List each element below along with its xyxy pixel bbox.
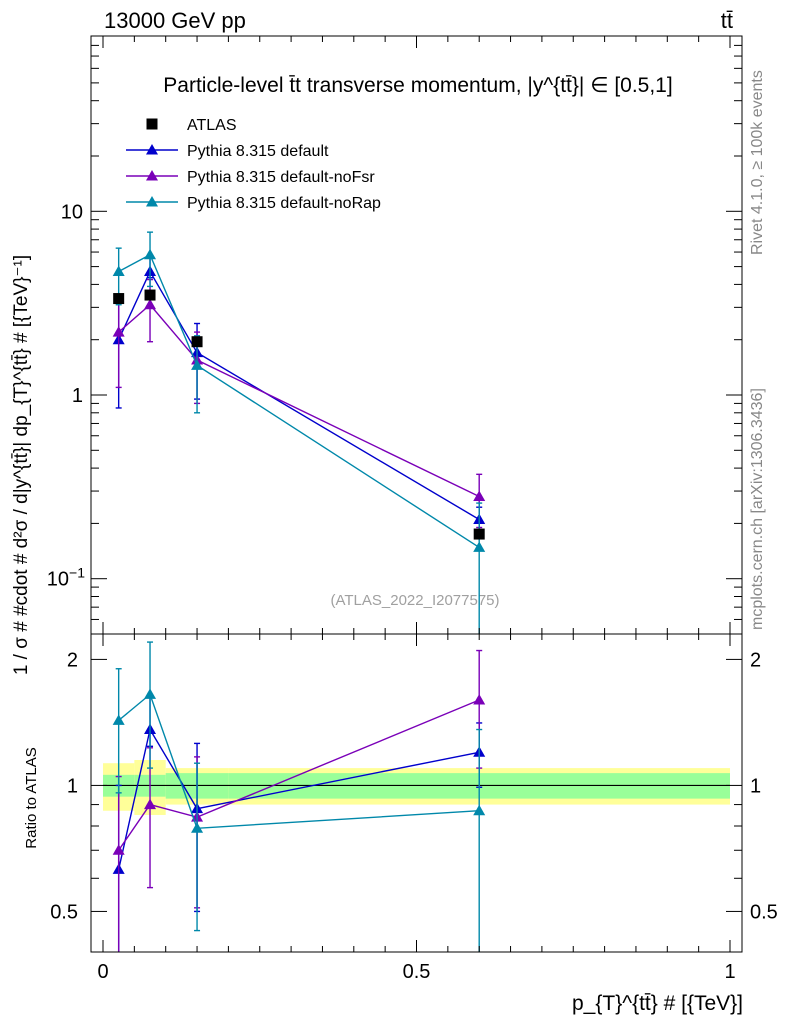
header-left: 13000 GeV pp (104, 8, 246, 33)
x-tick-label: 1 (724, 961, 735, 983)
legend-label-3: Pythia 8.315 default-noRap (187, 195, 381, 212)
ratio-y-tick-label-left: 2 (67, 649, 78, 671)
series-2-point (112, 326, 125, 337)
ratio-y-tick-label-right: 2 (750, 649, 761, 671)
ratio-y-axis-label: Ratio to ATLAS (23, 747, 40, 848)
rivet-label: Rivet 4.1.0, ≥ 100k events (749, 70, 766, 255)
ratio-y-tick-label-left: 0.5 (50, 901, 78, 923)
y-tick-label: 10−1 (47, 565, 85, 591)
header-right: tt̄ (721, 8, 733, 33)
series-1-line (118, 270, 480, 521)
x-axis-label: p_{T}^{tt̄} # [{TeV}] (572, 992, 743, 1015)
series-3-point (112, 265, 125, 277)
series-3-line (118, 253, 480, 549)
series-3-ratio-point (191, 822, 204, 833)
legend: ATLAS Pythia 8.315 default Pythia 8.315 de… (126, 117, 381, 212)
series-2-ratio-point (473, 693, 486, 705)
main-panel: Particle-level t̄t transverse momentum, … (47, 35, 743, 635)
atlas-data-point (473, 528, 485, 540)
series-2-point (144, 298, 157, 310)
series-3-ratio-line (118, 693, 480, 830)
x-tick-label: 0.5 (403, 961, 431, 983)
series-1-ratio-line (117, 727, 480, 870)
y-tick-label: 1 (72, 385, 83, 407)
series-2-line (118, 303, 480, 498)
series-3-ratio-point (473, 804, 486, 816)
watermark: (ATLAS_2022_I2077575) (330, 592, 499, 609)
series-2-ratio-point (144, 798, 157, 810)
series-3-point (144, 248, 157, 260)
ratio-y-tick-label-right: 1 (750, 775, 761, 797)
atlas-data-point (113, 293, 125, 305)
legend-marker-atlas (146, 118, 158, 130)
series-2-point (473, 490, 486, 502)
ratio-panel: 0 0.5 1 0.5 0.5 1 1 2 2 (50, 633, 778, 983)
chart-title: Particle-level t̄t transverse momentum, … (163, 74, 672, 97)
x-tick-label: 0 (97, 961, 108, 983)
y-axis-label: 1 / σ # #cdot # d²σ / d|y^{tt̄}| dp_{T}^… (11, 255, 32, 675)
legend-marker-1 (146, 144, 158, 155)
series-2-ratio-point (112, 844, 125, 855)
series-3-point (191, 359, 204, 370)
legend-label-atlas: ATLAS (187, 117, 237, 134)
ratio-y-tick-label-right: 0.5 (750, 901, 778, 923)
series-3-ratio-point (112, 714, 125, 725)
legend-label-1: Pythia 8.315 default (187, 143, 329, 160)
y-tick-label: 10 (61, 201, 83, 223)
series-3-ratio-point (144, 688, 157, 699)
legend-label-2: Pythia 8.315 default-noFsr (187, 169, 375, 186)
atlas-data-point (144, 289, 156, 301)
mcplots-label: mcplots.cern.ch [arXiv:1306.3436] (749, 388, 766, 630)
series-2-ratio-line (118, 699, 480, 851)
legend-marker-2 (146, 170, 158, 181)
series-3-point (473, 541, 486, 552)
legend-marker-3 (146, 196, 158, 207)
atlas-data-point (191, 336, 203, 348)
ratio-y-tick-label-left: 1 (67, 775, 78, 797)
